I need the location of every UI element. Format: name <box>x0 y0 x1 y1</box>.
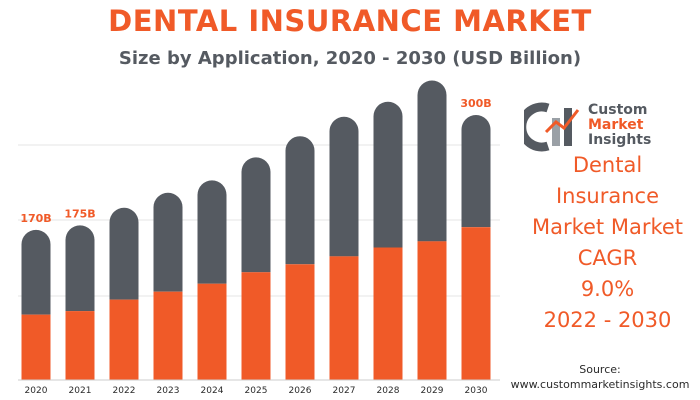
bar-segment-bottom <box>65 311 95 380</box>
bar-segment-bottom <box>241 272 271 380</box>
x-tick-label: 2027 <box>333 386 356 396</box>
x-tick-label: 2025 <box>245 386 268 396</box>
bar-segment-bottom <box>197 283 227 380</box>
cagr-line: Dental <box>572 153 643 177</box>
source-note: Source: www.custommarketinsights.com <box>500 362 700 392</box>
bar-segment-top <box>417 80 447 242</box>
x-tick-label: 2020 <box>25 386 48 396</box>
chart-title: DENTAL INSURANCE MARKET <box>108 4 592 38</box>
bar-segment-top <box>329 116 359 257</box>
bar-segment-top <box>109 207 139 300</box>
bar-segment-bottom <box>329 256 359 380</box>
x-tick-label: 2028 <box>377 386 400 396</box>
cagr-panel: Dental Insurance Market Market CAGR 9.0%… <box>515 150 700 336</box>
cagr-line: Market Market <box>531 215 684 239</box>
bar-segment-bottom <box>153 291 183 380</box>
bar-segment-top <box>153 192 183 292</box>
bar-segment-bottom <box>109 299 139 380</box>
cagr-line: 9.0% <box>580 277 635 301</box>
bar-segment-top <box>373 101 403 248</box>
bar-segment-top <box>461 114 491 228</box>
x-tick-label: 2024 <box>201 386 224 396</box>
x-tick-label: 2026 <box>289 386 312 396</box>
x-tick-label: 2021 <box>69 386 92 396</box>
x-tick-label: 2022 <box>113 386 136 396</box>
bar-segment-bottom <box>461 227 491 380</box>
bar-segment-top <box>21 229 51 315</box>
bar-segment-bottom <box>417 241 447 380</box>
x-tick-label: 2030 <box>465 386 488 396</box>
cagr-line: CAGR <box>577 246 638 270</box>
logo-line-insights: Insights <box>588 132 652 148</box>
bar-segment-top <box>285 136 315 265</box>
bar-segment-top <box>197 180 227 284</box>
bar-segment-bottom <box>21 314 51 380</box>
data-label: 175B <box>64 207 95 220</box>
bar-segment-bottom <box>373 247 403 380</box>
x-tick-label: 2023 <box>157 386 180 396</box>
data-label: 170B <box>20 212 51 225</box>
cagr-line: 2022 - 2030 <box>543 308 672 332</box>
bar-segment-bottom <box>285 264 315 380</box>
logo-line-custom: Custom <box>588 102 648 118</box>
source-url[interactable]: www.custommarketinsights.com <box>510 378 690 391</box>
cmi-logo-mark <box>524 102 580 152</box>
chart-subtitle: Size by Application, 2020 - 2030 (USD Bi… <box>118 48 582 69</box>
logo-line-market: Market <box>588 117 644 133</box>
bar-segment-top <box>65 225 95 312</box>
cagr-line: Insurance <box>555 184 660 208</box>
logo-wordmark: Custom Market Insights <box>588 103 651 148</box>
bar-segment-top <box>241 157 271 273</box>
x-tick-label: 2029 <box>421 386 444 396</box>
company-logo: Custom Market Insights <box>524 100 684 160</box>
bar-chart: 2020 170B 2021 175B 2022 2023 2024 2025 2026 2027… <box>18 80 500 396</box>
source-label: Source: <box>579 363 621 376</box>
data-label: 300B <box>460 97 491 110</box>
